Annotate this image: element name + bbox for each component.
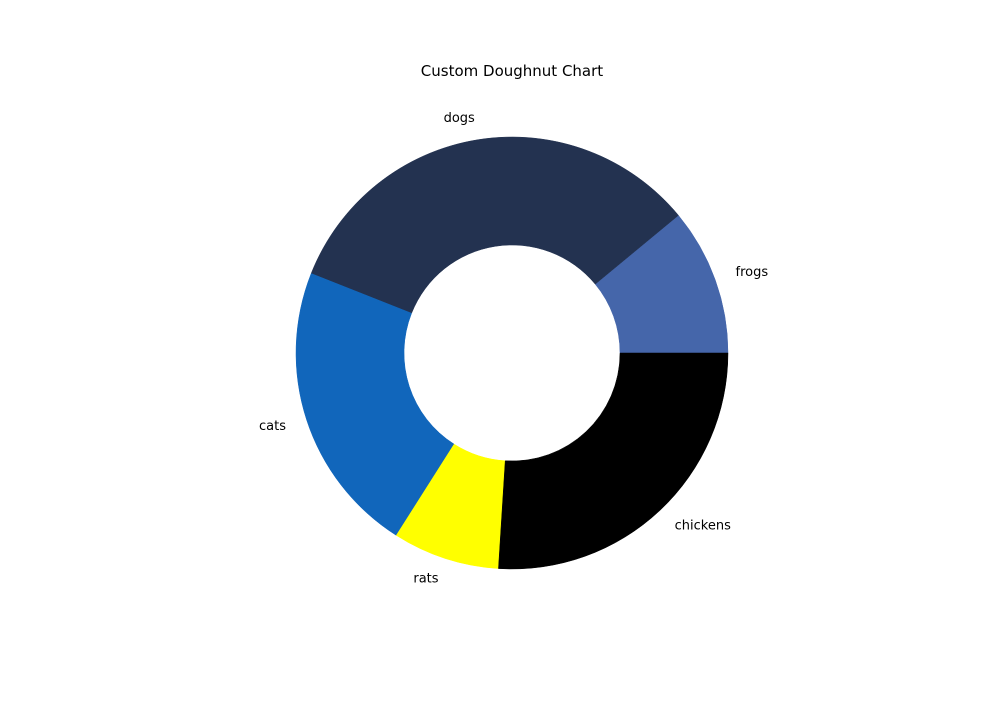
slice-dogs [310,136,679,314]
slice-chickens [498,352,729,570]
slice-label-rats: rats [413,571,438,586]
slice-label-dogs: dogs [444,111,475,126]
slice-cats [295,273,455,536]
slice-label-frogs: frogs [736,265,769,280]
slice-label-chickens: chickens [675,519,731,534]
chart-title: Custom Doughnut Chart [421,62,603,80]
slice-label-cats: cats [259,419,286,434]
slices-group [295,136,729,570]
labels-group: frogs dogs cats rats chickens [259,111,768,587]
